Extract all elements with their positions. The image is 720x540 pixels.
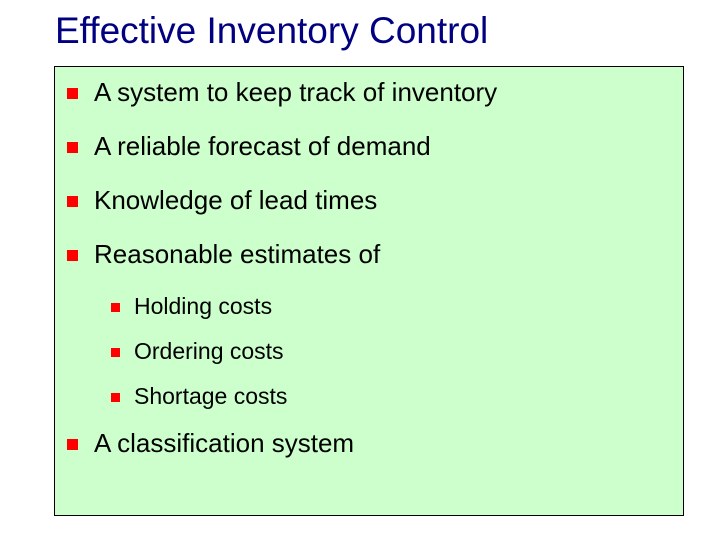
content-box: A system to keep track of inventory A rel… (54, 66, 684, 516)
list-item-text: Knowledge of lead times (94, 185, 671, 215)
slide-title: Effective Inventory Control (55, 10, 488, 52)
slide: Effective Inventory Control A system to … (0, 0, 720, 540)
list-item-text: A system to keep track of inventory (94, 77, 671, 107)
bullet-icon (67, 88, 78, 99)
sub-list-item: Holding costs (111, 293, 671, 320)
list-item: A system to keep track of inventory (67, 77, 671, 107)
bullet-icon (111, 303, 120, 312)
sub-list-item-text: Holding costs (134, 293, 671, 320)
bullet-icon (67, 250, 78, 261)
sub-list-item: Ordering costs (111, 338, 671, 365)
list-item: A classification system (67, 428, 671, 458)
sub-list-item-text: Ordering costs (134, 338, 671, 365)
bullet-icon (67, 196, 78, 207)
bullet-icon (111, 393, 120, 402)
list-item: A reliable forecast of demand (67, 131, 671, 161)
list-item-text: A classification system (94, 428, 671, 458)
bullet-icon (67, 439, 78, 450)
list-item-text: Reasonable estimates of (94, 239, 671, 269)
list-item: Reasonable estimates of (67, 239, 671, 269)
bullet-icon (67, 142, 78, 153)
list-item-text: A reliable forecast of demand (94, 131, 671, 161)
bullet-icon (111, 348, 120, 357)
sub-list-item: Shortage costs (111, 383, 671, 410)
sub-list-item-text: Shortage costs (134, 383, 671, 410)
list-item: Knowledge of lead times (67, 185, 671, 215)
